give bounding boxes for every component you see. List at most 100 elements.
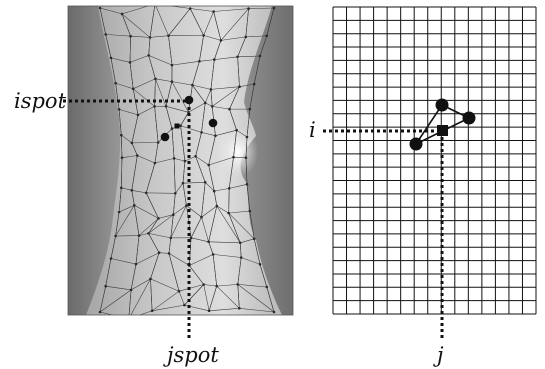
mesh-edge: [228, 213, 241, 243]
photo-border: [67, 5, 294, 316]
mesh-vertex: [235, 128, 238, 132]
mesh-vertex: [174, 192, 177, 195]
mesh-vertex: [120, 133, 123, 137]
label-i: i: [309, 118, 316, 142]
mesh-edge: [174, 158, 185, 162]
mesh-edge: [208, 241, 214, 255]
grid-point-right: [462, 111, 476, 125]
mesh-edge: [216, 205, 229, 214]
mesh-vertex: [120, 156, 124, 159]
mesh-vertex: [238, 85, 241, 88]
mesh-vertex: [265, 285, 269, 289]
mesh-edge: [210, 59, 215, 90]
mesh-edge: [171, 128, 175, 159]
mesh-edge: [134, 205, 159, 219]
mesh-vertex: [209, 88, 213, 91]
mesh-vertex: [170, 80, 174, 83]
mesh-edge: [155, 78, 167, 107]
mesh-edge: [110, 57, 131, 63]
mesh-vertex: [265, 34, 269, 38]
mesh-vertex: [244, 156, 248, 159]
mesh-edge: [138, 218, 159, 236]
mesh-edge: [148, 233, 160, 253]
mesh-vertex: [207, 240, 210, 244]
mesh-edge: [216, 205, 241, 243]
mesh-edge: [121, 155, 138, 158]
mesh-edge: [121, 157, 123, 188]
mesh-vertex: [130, 141, 134, 145]
mesh-vertex: [117, 108, 121, 111]
mesh-vertex: [157, 251, 161, 254]
mesh-vertex: [202, 34, 205, 37]
mesh-vertex: [200, 131, 203, 134]
mesh-edge: [237, 36, 247, 57]
mesh-edge: [118, 187, 122, 213]
mesh-edge: [203, 284, 210, 311]
mesh-edge: [201, 132, 216, 136]
mesh-edge: [220, 8, 249, 41]
label-jspot: jspot: [163, 343, 219, 367]
label-ispot: ispot: [14, 89, 67, 113]
mesh-edge: [99, 286, 106, 313]
mesh-edge: [201, 205, 217, 218]
mesh-edge: [249, 210, 255, 239]
mesh-edge: [213, 254, 242, 258]
mesh-edge: [190, 8, 214, 12]
mesh-edge: [186, 205, 202, 218]
mesh-vertex: [147, 232, 150, 235]
mesh-edge: [171, 61, 200, 66]
mesh-vertex: [248, 107, 252, 111]
mesh-vertex: [215, 204, 219, 208]
mesh-edge: [237, 284, 267, 288]
mesh-edge: [192, 61, 200, 86]
mesh-edge: [110, 235, 116, 259]
mesh-edge: [154, 106, 159, 143]
mesh-edge: [199, 59, 215, 62]
mesh-edge: [110, 57, 116, 84]
mesh-vertex: [210, 105, 214, 108]
mesh-vertex: [109, 257, 113, 260]
mesh-edge: [165, 106, 189, 113]
mesh-edge: [133, 88, 155, 107]
mesh-edge: [151, 290, 180, 312]
mesh-edge: [239, 308, 275, 313]
mesh-vertex: [109, 56, 113, 60]
mesh-vertex: [114, 234, 117, 238]
mesh-edge: [239, 242, 242, 258]
mesh-vertex: [154, 77, 157, 81]
mesh-vertex: [150, 309, 154, 313]
mesh-edge: [129, 62, 134, 89]
mesh-edge: [204, 89, 212, 104]
mesh-edge: [205, 102, 213, 107]
mesh-edge: [155, 78, 172, 82]
mesh-edge: [246, 109, 251, 138]
mesh-edge: [205, 182, 215, 192]
mesh-edge: [208, 164, 215, 192]
mesh-edge: [210, 86, 240, 90]
mesh-vertex: [203, 101, 207, 105]
spot-point-left: [160, 132, 170, 142]
mesh-vertex: [232, 155, 235, 159]
mesh-vertex: [227, 187, 231, 190]
mesh-edge: [233, 130, 237, 158]
mesh-vertex: [167, 34, 170, 37]
mesh-edge: [229, 184, 248, 189]
mesh-vertex: [194, 155, 197, 158]
mesh-edge: [168, 8, 191, 36]
spot-point-right: [208, 118, 218, 128]
mesh-edge: [110, 258, 137, 265]
mesh-edge: [208, 286, 217, 311]
mesh-edge: [149, 35, 169, 38]
mesh-edge: [130, 264, 137, 290]
mesh-vertex: [200, 215, 203, 219]
mesh-vertex: [104, 33, 107, 36]
mesh-edge: [249, 84, 255, 110]
mesh-edge: [158, 214, 174, 219]
mesh-vertex: [104, 284, 107, 288]
mesh-edge: [214, 188, 230, 192]
mesh-vertex: [227, 211, 230, 215]
mesh-edge: [173, 205, 187, 215]
mesh-edge: [118, 109, 122, 136]
mesh-edge: [115, 211, 120, 237]
mesh-edge: [228, 210, 250, 214]
